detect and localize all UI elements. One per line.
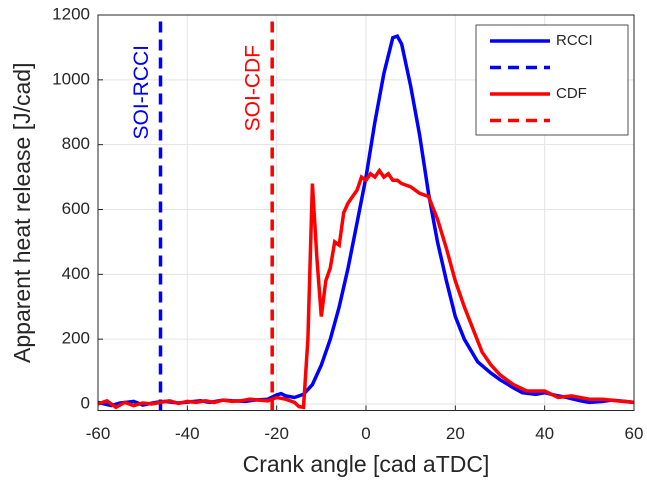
legend-label: CDF bbox=[556, 85, 587, 102]
x-tick-label: -40 bbox=[175, 424, 200, 443]
x-tick-label: 20 bbox=[446, 424, 465, 443]
x-tick-label: 40 bbox=[535, 424, 554, 443]
y-tick-label: 800 bbox=[62, 134, 90, 153]
annotation: SOI-RCCI bbox=[130, 45, 153, 140]
x-tick-label: 60 bbox=[625, 424, 644, 443]
x-tick-label: -60 bbox=[86, 424, 111, 443]
annotation: SOI-CDF bbox=[242, 45, 265, 131]
legend-label: RCCI bbox=[556, 32, 593, 49]
y-tick-label: 0 bbox=[81, 394, 90, 413]
x-axis-label: Crank angle [cad aTDC] bbox=[243, 451, 490, 477]
axes-frame bbox=[97, 14, 635, 411]
y-tick-label: 400 bbox=[62, 264, 90, 283]
y-axis-label: Apparent heat release [J/cad] bbox=[9, 63, 35, 363]
y-tick-label: 1000 bbox=[52, 69, 90, 88]
legend bbox=[475, 24, 629, 136]
x-tick-label: 0 bbox=[361, 424, 370, 443]
x-tick-label: -20 bbox=[264, 424, 289, 443]
y-tick-label: 1200 bbox=[52, 4, 90, 23]
y-tick-label: 600 bbox=[62, 199, 90, 218]
y-tick-label: 200 bbox=[62, 329, 90, 348]
series-line bbox=[98, 167, 634, 410]
